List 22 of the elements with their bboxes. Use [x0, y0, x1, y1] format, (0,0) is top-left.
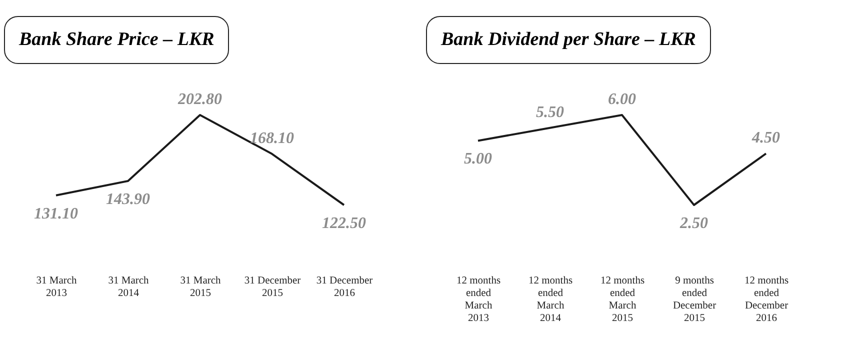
data-label: 5.50 [536, 104, 564, 121]
data-label: 143.90 [106, 191, 150, 208]
x-tick-label: 12 months ended March 2014 [528, 276, 573, 324]
x-tick-label: 31 March 2014 [108, 276, 150, 299]
x-tick-label: 9 months ended December 2015 [672, 276, 717, 324]
chart-title: Bank Dividend per Share – LKR [426, 16, 711, 64]
x-tick-label: 12 months ended March 2013 [456, 276, 501, 324]
x-tick-label: 12 months ended December 2016 [744, 276, 789, 324]
data-label: 202.80 [177, 91, 222, 108]
data-label: 168.10 [250, 130, 294, 147]
data-label: 2.50 [679, 215, 708, 232]
data-label: 4.50 [751, 130, 780, 147]
data-label: 6.00 [608, 91, 636, 108]
x-tick-label: 12 months ended March 2015 [600, 276, 645, 324]
data-label: 131.10 [34, 205, 78, 222]
data-label: 5.00 [464, 150, 492, 168]
x-tick-label: 31 March 2015 [180, 276, 222, 299]
data-label: 122.50 [322, 215, 366, 232]
x-tick-label: 31 December 2015 [244, 276, 302, 299]
x-tick-label: 31 December 2016 [316, 276, 374, 299]
chart-title: Bank Share Price – LKR [4, 16, 230, 64]
x-tick-label: 31 March 2013 [36, 276, 78, 299]
